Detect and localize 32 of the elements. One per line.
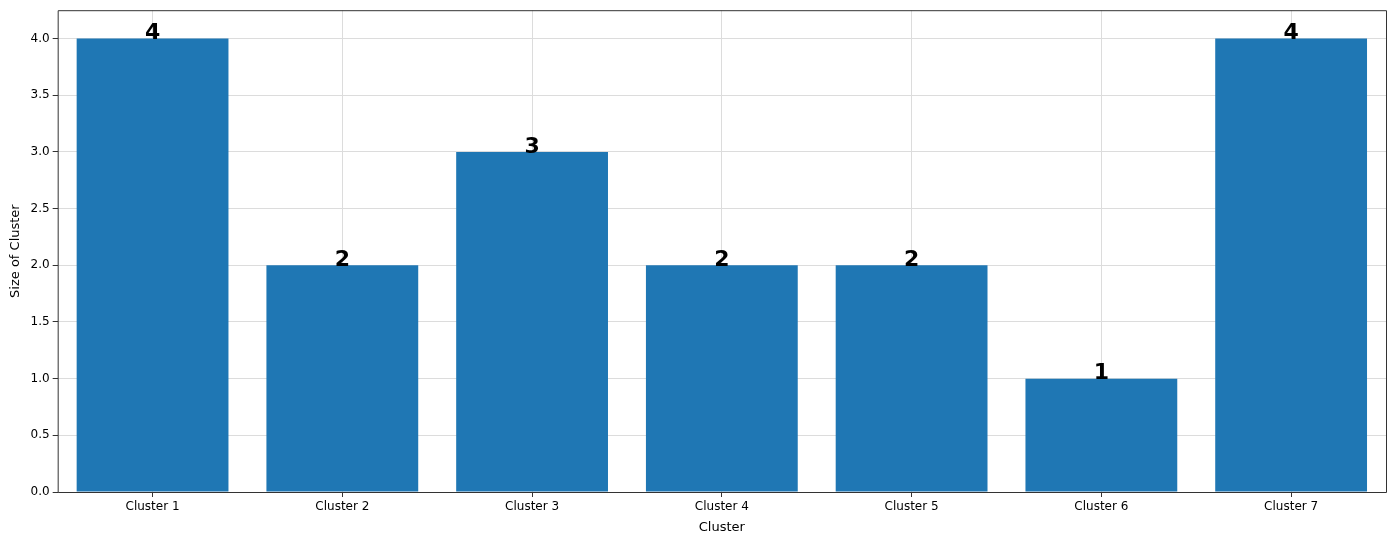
data-label: 4	[1283, 19, 1299, 45]
bar	[645, 265, 798, 492]
x-tick-label: Cluster 7	[1264, 499, 1319, 514]
y-tick-label: 0.0	[30, 484, 50, 499]
y-tick-label: 0.5	[30, 427, 50, 442]
data-label: 2	[903, 245, 920, 271]
x-tick-label: Cluster 6	[1074, 499, 1129, 514]
bar	[835, 265, 988, 492]
y-tick-label: 1.0	[30, 370, 50, 385]
x-tick-label: Cluster 5	[884, 499, 939, 514]
bar	[266, 265, 419, 492]
y-tick-label: 4.0	[30, 30, 50, 45]
data-label: 2	[334, 245, 350, 271]
bar	[1025, 378, 1178, 492]
x-tick-label: Cluster 1	[125, 499, 180, 514]
y-tick-label: 3.0	[30, 144, 50, 159]
data-label: 4	[144, 19, 161, 45]
y-tick-label: 2.0	[30, 257, 50, 272]
y-tick-label: 2.5	[30, 200, 50, 215]
bar	[456, 151, 608, 492]
x-tick-label: Cluster 2	[315, 499, 370, 514]
data-label: 2	[714, 245, 730, 271]
data-label: 3	[524, 132, 540, 158]
y-tick-label: 3.5	[30, 87, 50, 102]
y-tick-label: 1.5	[30, 314, 50, 329]
data-label: 1	[1093, 359, 1110, 385]
bar	[1215, 38, 1368, 492]
x-axis-title: Cluster	[698, 518, 746, 534]
x-tick-label: Cluster 3	[505, 499, 560, 514]
x-tick-label: Cluster 4	[694, 499, 749, 514]
y-axis-title: Size of Cluster	[7, 203, 23, 298]
bar	[76, 38, 229, 492]
